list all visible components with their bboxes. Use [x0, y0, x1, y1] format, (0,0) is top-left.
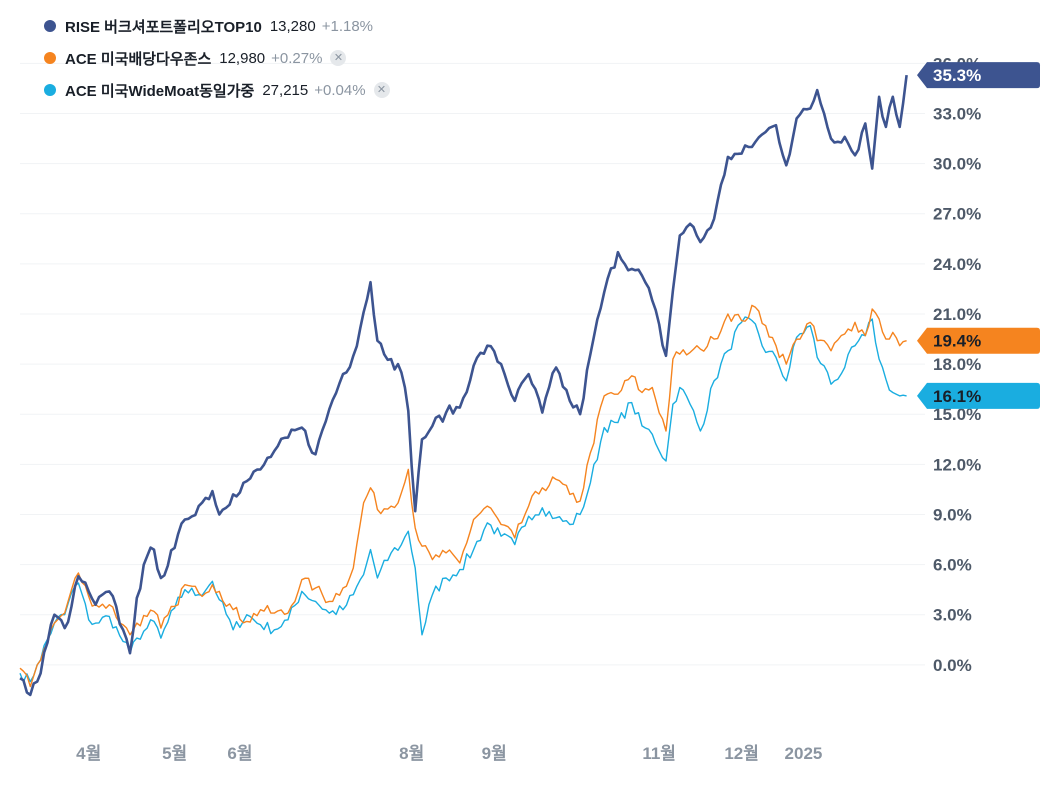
x-tick-label: 5월 [162, 744, 187, 763]
tag-label: 35.3% [933, 66, 981, 85]
y-tick-label: 27.0% [933, 205, 981, 224]
series-lines [19, 74, 908, 697]
y-tick-label: 15.0% [933, 405, 981, 424]
legend-color-dot [44, 20, 56, 32]
y-tick-label: 0.0% [933, 656, 972, 675]
x-axis: 4월 5월 6월 8월 9월 11월 12월 2025 [76, 744, 822, 763]
y-tick-label: 21.0% [933, 305, 981, 324]
last-value-tag: 35.3% [917, 62, 1040, 89]
y-tick-label: 30.0% [933, 155, 981, 174]
x-tick-label: 2025 [785, 744, 823, 763]
legend-name: RISE 버크셔포트폴리오TOP10 [65, 18, 262, 36]
y-tick-label: 24.0% [933, 255, 981, 274]
legend-name: ACE 미국WideMoat동일가중 [65, 82, 255, 100]
y-tick-label: 3.0% [933, 606, 972, 625]
legend: RISE 버크셔포트폴리오TOP10 13,280 +1.18% ACE 미국배… [44, 10, 390, 106]
x-tick-label: 4월 [76, 744, 101, 763]
legend-color-dot [44, 84, 56, 96]
last-value-tags: 16.1% 19.4% 35.3% [917, 62, 1040, 409]
close-icon[interactable]: ✕ [330, 50, 347, 66]
legend-price: 12,980 [219, 49, 266, 67]
x-tick-label: 6월 [227, 744, 252, 763]
legend-price: 13,280 [269, 17, 316, 35]
tag-label: 16.1% [933, 387, 981, 406]
series-line [19, 304, 907, 688]
y-tick-label: 9.0% [933, 505, 972, 524]
x-tick-label: 8월 [399, 744, 424, 763]
x-tick-label: 11월 [642, 744, 676, 763]
legend-change: +0.27% [271, 49, 323, 67]
tag-background [917, 327, 1040, 354]
tag-background [917, 382, 1040, 409]
series-line [19, 74, 908, 697]
legend-item-rise-berkshire[interactable]: RISE 버크셔포트폴리오TOP10 13,280 +1.18% [44, 10, 390, 42]
legend-color-dot [44, 52, 56, 64]
legend-name: ACE 미국배당다우존스 [65, 50, 212, 68]
legend-price: 27,215 [262, 81, 309, 99]
y-tick-label: 6.0% [933, 556, 972, 575]
y-tick-label: 18.0% [933, 355, 981, 374]
y-tick-label: 12.0% [933, 455, 981, 474]
close-icon[interactable]: ✕ [373, 82, 390, 98]
y-tick-label: 33.0% [933, 104, 981, 123]
last-value-tag: 16.1% [917, 382, 1040, 409]
legend-change: +1.18% [321, 17, 374, 35]
last-value-tag: 19.4% [917, 327, 1040, 354]
grid-lines [20, 62, 925, 666]
tag-label: 19.4% [933, 332, 981, 351]
tag-background [917, 62, 1040, 89]
legend-item-ace-widemoat[interactable]: ACE 미국WideMoat동일가중 27,215 +0.04% ✕ [44, 74, 390, 106]
x-tick-label: 12월 [724, 744, 759, 763]
legend-change: +0.04% [314, 81, 366, 99]
x-tick-label: 9월 [482, 744, 507, 763]
legend-item-ace-dividend-dow[interactable]: ACE 미국배당다우존스 12,980 +0.27% ✕ [44, 42, 390, 74]
series-line [19, 316, 907, 683]
y-axis: 36.0%33.0%30.0%27.0%24.0%21.0%18.0%15.0%… [933, 54, 981, 675]
